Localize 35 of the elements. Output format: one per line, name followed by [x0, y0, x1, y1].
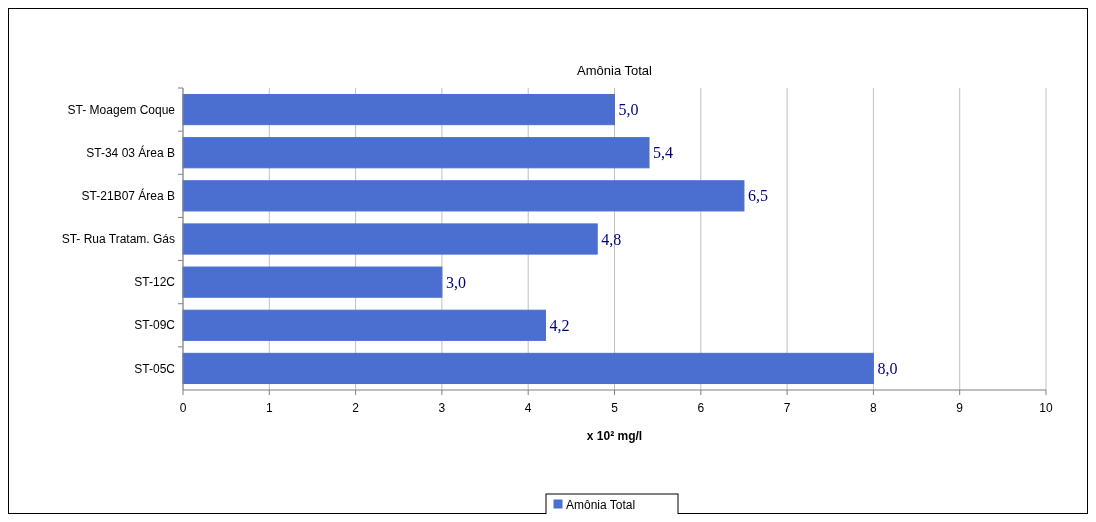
- bar: [182, 266, 443, 298]
- chart-title: Amônia Total: [577, 63, 653, 78]
- y-tick-label: ST-34 03 Área B: [86, 144, 175, 160]
- data-label: 8,0: [877, 360, 898, 378]
- y-tick-label: ST-21B07 Área B: [81, 188, 175, 204]
- x-tick-label: 10: [1039, 401, 1053, 415]
- y-tick-label: ST-09C: [134, 318, 176, 333]
- bar: [182, 223, 598, 255]
- x-tick-label: 1: [265, 401, 273, 415]
- bar: [182, 309, 546, 341]
- data-label: 3,0: [445, 273, 466, 291]
- x-tick-label: 7: [783, 401, 791, 415]
- x-tick-label: 8: [870, 401, 878, 415]
- data-label: 5,0: [618, 101, 639, 119]
- bar: [182, 137, 650, 169]
- bar: [182, 93, 615, 126]
- x-tick-label: 5: [611, 401, 619, 415]
- x-axis-title: x 10² mg/l: [586, 429, 643, 443]
- bar: [182, 352, 874, 385]
- data-label: 4,8: [601, 230, 622, 248]
- legend-label: Amônia Total: [566, 498, 636, 512]
- x-tick-label: 6: [697, 401, 705, 415]
- data-label: 4,2: [549, 316, 570, 334]
- y-tick-label: ST-05C: [134, 361, 176, 376]
- y-tick-label: ST- Moagem Coque: [67, 102, 176, 117]
- y-tick-label: ST- Rua Tratam. Gás: [61, 232, 175, 247]
- data-label: 5,4: [653, 144, 674, 162]
- x-tick-label: 2: [352, 401, 360, 415]
- x-tick-label: 3: [438, 401, 446, 415]
- x-tick-label: 4: [524, 401, 532, 415]
- x-tick-label: 0: [179, 401, 187, 415]
- bar: [182, 180, 745, 212]
- data-label: 6,5: [747, 187, 768, 205]
- x-tick-label: 9: [956, 401, 964, 415]
- y-tick-label: ST-12C: [134, 275, 176, 290]
